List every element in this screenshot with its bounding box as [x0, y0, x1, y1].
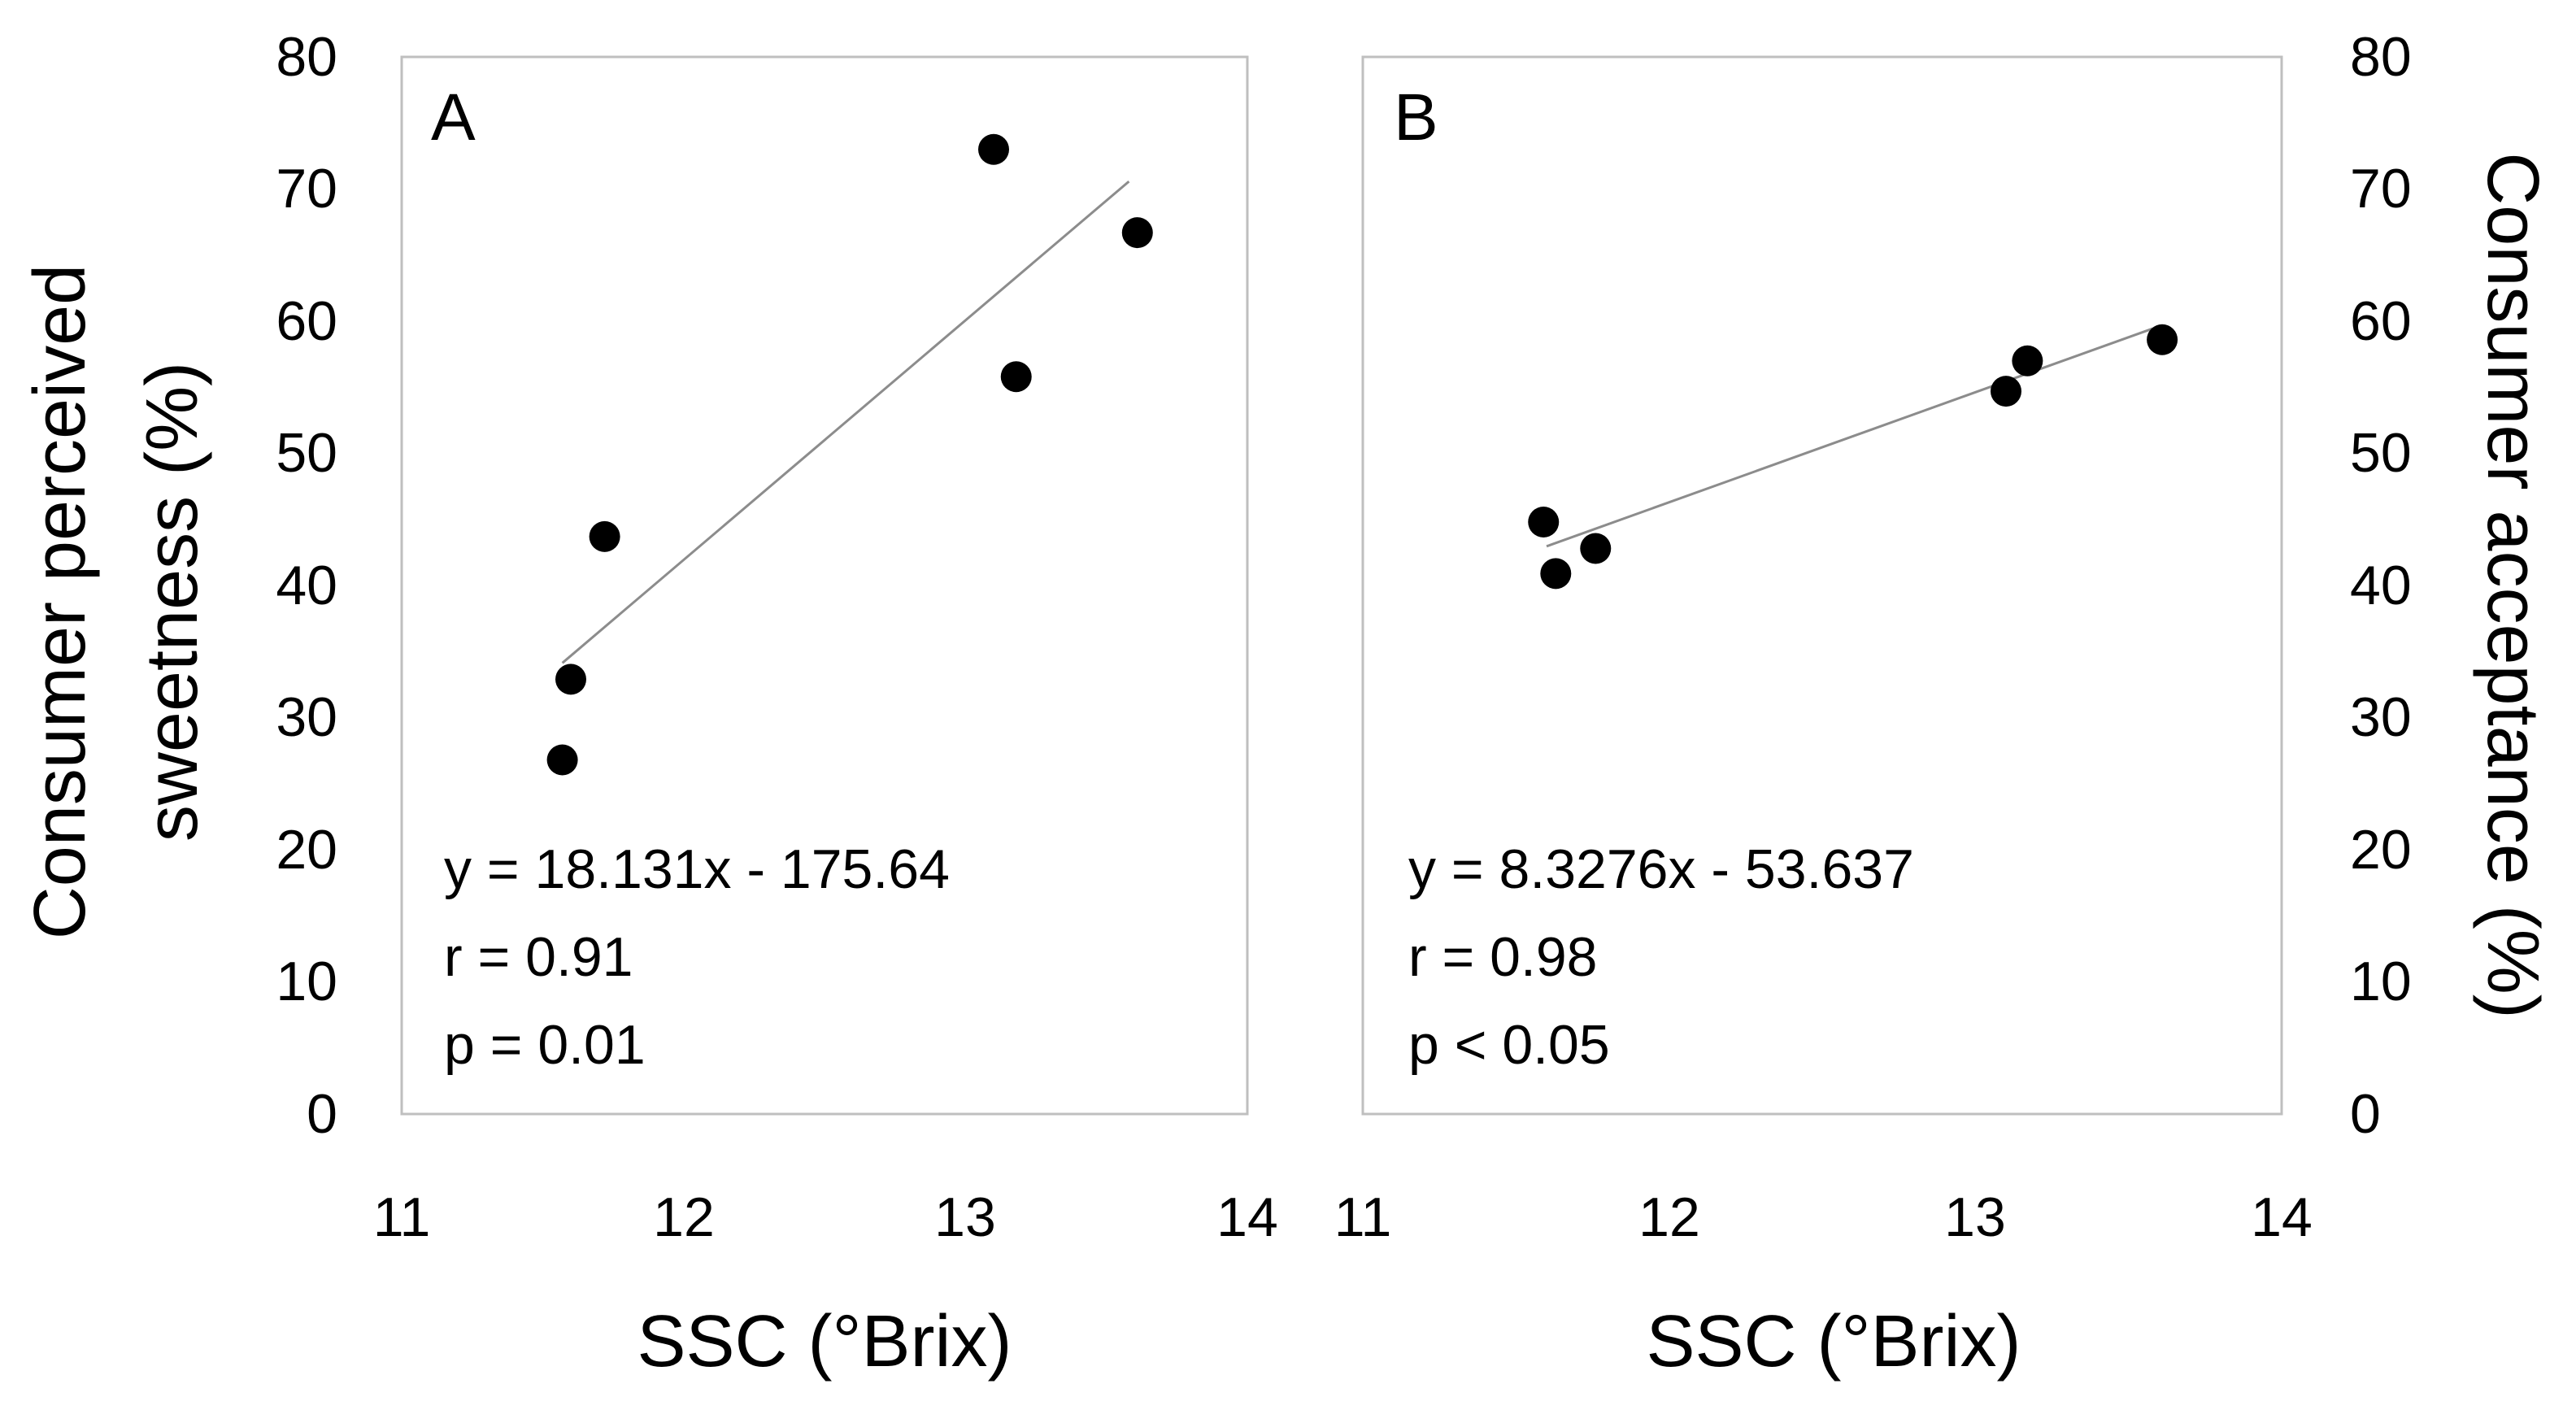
panel-a: A 0 10 20 30 40 50 60 70 80 11 12 13 14 … [20, 26, 1278, 1382]
y-axis-title-line: sweetness (%) [132, 362, 213, 842]
x-tick-label: 14 [2251, 1186, 2313, 1248]
y-tick-label: 80 [2350, 26, 2412, 88]
panel-b-data-point-3 [1580, 533, 1612, 564]
x-tick-label: 12 [653, 1186, 715, 1248]
panel-b-y-ticks: 0 10 20 30 40 50 60 70 80 [2350, 26, 2412, 1145]
y-tick-label: 70 [2350, 158, 2412, 220]
panel-b-r-value: r = 0.98 [1408, 926, 1598, 988]
y-tick-label: 20 [2350, 819, 2412, 881]
panel-b-data-point-5 [2012, 345, 2043, 376]
panel-b-frame [1361, 55, 2283, 1116]
panel-b-points [1528, 324, 2178, 590]
panel-a-data-point-4 [978, 133, 1009, 165]
panel-b: B 0 10 20 30 40 50 60 70 80 11 12 13 14 … [1334, 26, 2553, 1382]
panel-b-x-ticks: 11 12 13 14 [1334, 1186, 2313, 1248]
panel-b-y-axis-title: Consumer acceptance (%) [2472, 152, 2553, 1018]
x-tick-label: 14 [1216, 1186, 1278, 1248]
panel-a-x-ticks: 11 12 13 14 [373, 1186, 1278, 1248]
panel-b-letter: B [1394, 81, 1438, 154]
y-tick-label: 0 [2350, 1083, 2381, 1145]
y-tick-label: 30 [276, 686, 337, 748]
y-tick-label: 80 [276, 26, 337, 88]
panel-b-data-point-4 [1991, 376, 2021, 407]
panel-b-data-point-2 [1540, 558, 1572, 590]
x-tick-label: 11 [373, 1186, 431, 1248]
y-tick-label: 20 [276, 819, 337, 881]
panel-a-data-point-3 [589, 520, 620, 552]
panel-b-equation: y = 8.3276x - 53.637 [1408, 838, 1914, 900]
panel-a-y-ticks: 0 10 20 30 40 50 60 70 80 [276, 26, 337, 1145]
panel-a-y-axis-title: Consumer perceived sweetness (%) [20, 264, 213, 939]
y-tick-label: 60 [276, 290, 337, 352]
panel-a-frame [400, 55, 1249, 1116]
panel-a-data-point-1 [546, 744, 578, 776]
y-tick-label: 30 [2350, 686, 2412, 748]
x-tick-label: 11 [1334, 1186, 1392, 1248]
panel-a-data-point-6 [1121, 217, 1153, 249]
panel-a-data-point-2 [555, 664, 586, 695]
y-axis-title-line: Consumer perceived [20, 264, 101, 939]
x-tick-label: 13 [934, 1186, 996, 1248]
panel-a-r-value: r = 0.91 [444, 926, 633, 988]
y-tick-label: 40 [276, 555, 337, 616]
y-tick-label: 10 [276, 951, 337, 1012]
y-tick-label: 60 [2350, 290, 2412, 352]
y-tick-label: 50 [2350, 422, 2412, 484]
x-tick-label: 12 [1638, 1186, 1700, 1248]
y-tick-label: 0 [307, 1083, 337, 1145]
panel-b-trendline [1546, 327, 2154, 548]
y-tick-label: 40 [2350, 555, 2412, 616]
panel-b-p-value: p < 0.05 [1408, 1014, 1610, 1076]
panel-b-data-point-6 [2147, 324, 2178, 355]
y-tick-label: 50 [276, 422, 337, 484]
panel-a-x-axis-title: SSC (°Brix) [637, 1301, 1012, 1382]
x-tick-label: 13 [1944, 1186, 2006, 1248]
y-tick-label: 10 [2350, 951, 2412, 1012]
panel-a-equation: y = 18.131x - 175.64 [444, 838, 950, 900]
panel-a-points [546, 133, 1153, 776]
panel-b-data-point-1 [1528, 507, 1560, 537]
panel-a-data-point-5 [1000, 361, 1032, 393]
panel-a-p-value: p = 0.01 [444, 1014, 646, 1076]
panel-a-letter: A [431, 81, 476, 154]
panel-a-trendline [561, 180, 1130, 664]
y-tick-label: 70 [276, 158, 337, 220]
panel-b-x-axis-title: SSC (°Brix) [1647, 1301, 2021, 1382]
